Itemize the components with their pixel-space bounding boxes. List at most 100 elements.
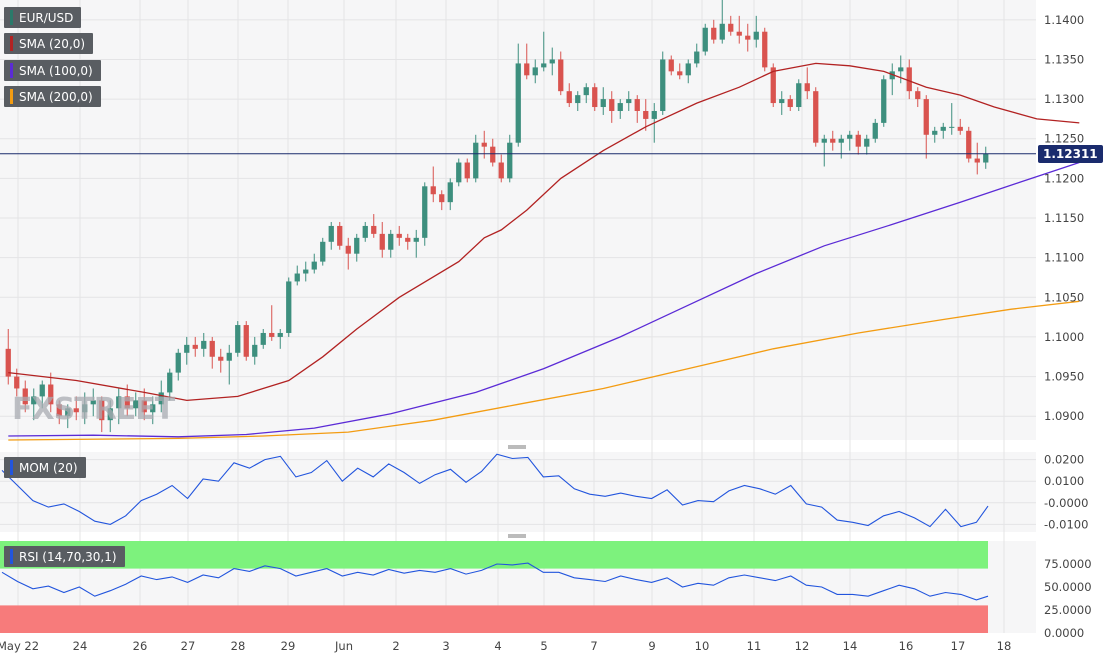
candle-body [447,182,453,203]
candle-body [345,245,351,254]
sma200-legend[interactable]: SMA (200,0) [4,86,101,107]
mom-tick-label: -0.0100 [1044,517,1088,531]
candle-body [779,99,785,104]
candle-body [855,134,861,147]
y-tick-label: 1.1100 [1044,251,1084,265]
x-tick-label: 5 [540,639,547,653]
candle-body [549,59,555,64]
candle-body [303,269,309,274]
sma100-legend[interactable]: SMA (100,0) [4,60,101,81]
candle-body [736,31,742,36]
x-tick-label: Jun [334,639,353,653]
candle-body [99,400,105,421]
rsi-tick-label: 25.0000 [1044,603,1092,617]
candle-body [481,142,487,147]
candle-body [73,408,79,413]
mom-label: MOM (20) [19,460,78,475]
mom-tick-label: 0.0200 [1044,453,1084,467]
candle-body [898,67,904,72]
candle-body [566,91,572,104]
candle-body [158,392,164,405]
candle-body [396,233,402,238]
candle-body [490,146,496,163]
x-tick-label: 12 [795,639,810,653]
x-tick-label: 17 [951,639,966,653]
candle-body [184,344,190,353]
mom-tick-label: 0.0100 [1044,474,1084,488]
candle-body [677,71,683,76]
candle-body [5,348,11,377]
sma100-swatch [10,63,13,78]
y-tick-label: 1.0950 [1044,370,1084,384]
candle-body [830,138,836,143]
grid [0,0,1036,633]
y-tick-label: 1.1350 [1044,52,1084,66]
sma100-label: SMA (100,0) [19,63,93,78]
candle-body [932,130,938,135]
candle-body [456,162,462,183]
candle-body [328,225,334,242]
sma-line [8,300,1080,441]
candle-body [371,225,377,234]
y-tick-label: 1.1050 [1044,290,1084,304]
candle-body [464,162,470,179]
candle-body [770,67,776,104]
candle-body [719,23,725,40]
x-tick-label: 10 [695,639,710,653]
candle-body [541,63,547,68]
candle-body [940,126,946,131]
candle-body [167,372,173,393]
candle-body [413,237,419,242]
symbol-legend[interactable]: EUR/USD [4,7,82,28]
candle-body [150,404,156,413]
candle-body [260,332,266,345]
x-tick-label: 16 [899,639,914,653]
x-tick-label: 7 [590,639,597,653]
candle-body [821,138,827,143]
candle-body [31,396,37,405]
oversold-zone [0,605,988,633]
x-tick-label: 28 [231,639,246,653]
y-tick-label: 1.1150 [1044,211,1084,225]
x-tick-label: 27 [181,639,196,653]
candle-body [872,122,878,139]
candle-body [133,400,139,409]
mom-panel-bg [0,452,1036,532]
candle-body [252,344,258,357]
candle-body [269,332,275,337]
watermark-logo: FXSTREET [12,392,175,427]
rsi-label: RSI (14,70,30,1) [19,549,117,564]
rsi-swatch [10,549,13,564]
candle-body [422,186,428,238]
current-price-tag: 1.12311 [1038,144,1103,163]
candle-body [498,162,504,179]
candle-body [243,325,249,357]
candle-body [889,71,895,80]
candle-body [65,408,71,417]
candle-body [473,142,479,179]
x-tick-label: May 22 [0,639,39,653]
candle-body [974,158,980,163]
candle-body [209,340,215,357]
overbought-zone [0,541,988,569]
mom-legend[interactable]: MOM (20) [4,457,86,478]
mom-swatch [10,460,13,475]
rsi-legend[interactable]: RSI (14,70,30,1) [4,546,125,567]
candle-body [388,233,394,250]
candle-body [141,400,147,413]
candle-body [337,225,343,246]
y-tick-label: 1.1000 [1044,330,1084,344]
symbol-swatch [10,10,13,25]
sma20-legend[interactable]: SMA (20,0) [4,33,94,54]
candle-body [286,281,292,333]
candle-body [107,408,113,421]
mom-line [1,453,989,528]
rsi-series [1,562,989,601]
y-tick-label: 1.1300 [1044,92,1084,106]
panel-resize-handle[interactable] [508,445,526,449]
y-tick-label: 1.1200 [1044,171,1084,185]
candle-body [762,31,768,68]
panel-resize-handle[interactable] [508,534,526,538]
x-tick-label: 11 [747,639,762,653]
